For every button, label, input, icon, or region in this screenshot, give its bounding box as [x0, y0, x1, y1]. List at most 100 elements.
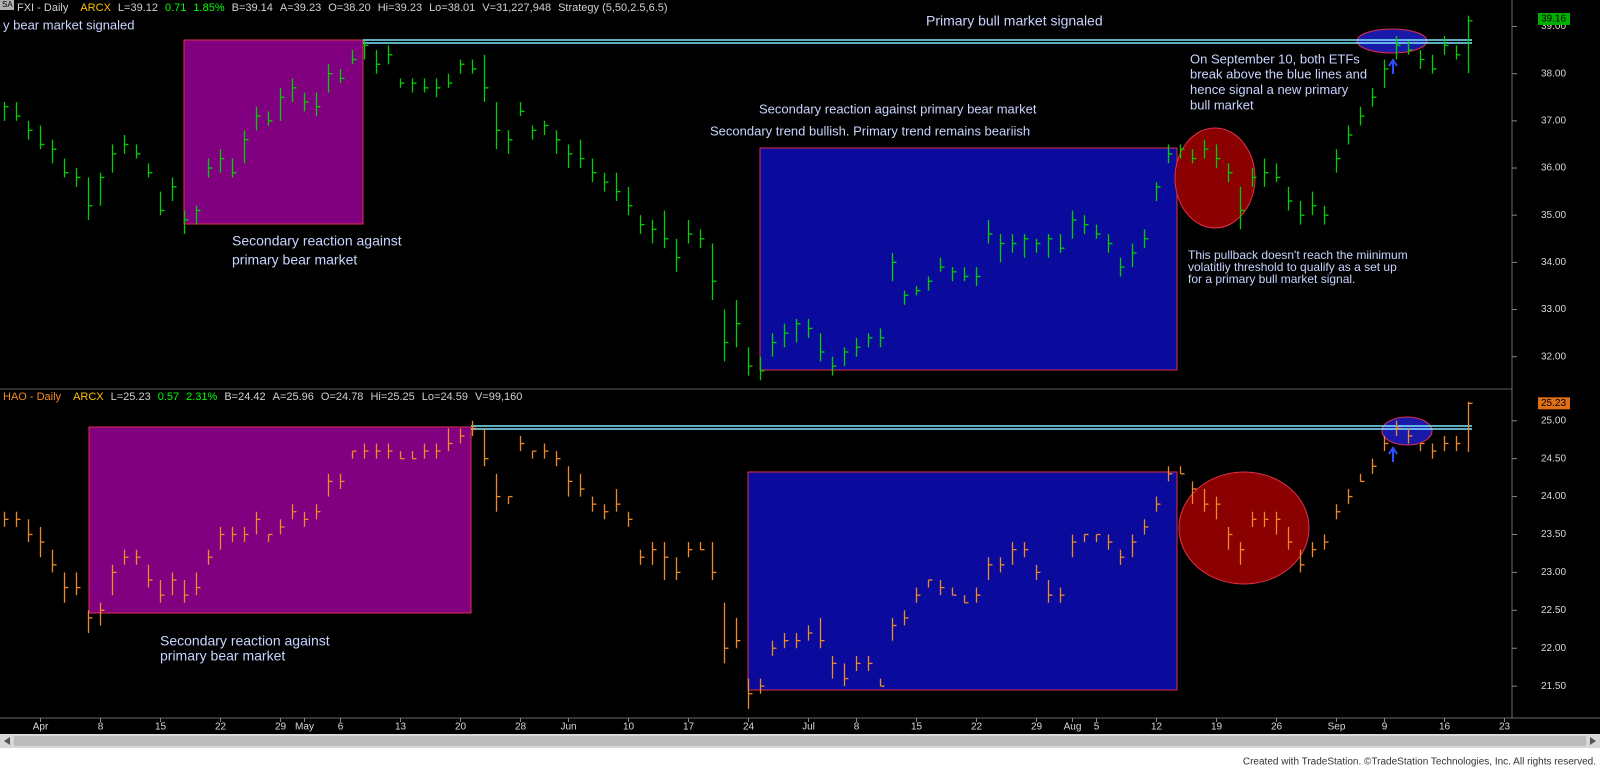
header-item: A=39.23	[280, 2, 321, 14]
annotation: break above the blue lines and	[1190, 67, 1367, 82]
annotation: Secondary reaction against	[160, 633, 330, 649]
scrollbar-thumb[interactable]	[14, 736, 1586, 746]
x-tick-label: May	[295, 722, 314, 733]
toolbar-box[interactable]	[0, 0, 14, 10]
annotation: primary bear market	[160, 648, 285, 664]
y-tick-label: 33.00	[1541, 304, 1566, 315]
x-tick-label: 16	[1439, 722, 1451, 733]
header-item: A=25.96	[273, 391, 314, 403]
header-item: ARCX	[73, 391, 104, 403]
annotation: Secondary reaction against	[232, 233, 402, 249]
x-tick-label: Jul	[802, 722, 815, 733]
x-tick-label: 17	[683, 722, 695, 733]
header-item: L=25.23	[111, 391, 151, 403]
header-item: Hi=39.23	[378, 2, 422, 14]
x-tick-label: Jun	[560, 722, 576, 733]
scroll-right[interactable]	[1590, 737, 1596, 745]
x-tick-label: 24	[743, 722, 755, 733]
annotation: hence signal a new primary	[1190, 82, 1349, 97]
x-tick-label: Sep	[1328, 722, 1346, 733]
header-item: Strategy (5,50,2.5,6.5)	[558, 2, 667, 14]
header-item: ARCX	[80, 2, 111, 14]
x-tick-label: 26	[1271, 722, 1283, 733]
header-item: B=39.14	[232, 2, 273, 14]
annotation: for a primary bull market signal.	[1188, 272, 1355, 286]
header-item: Lo=38.01	[429, 2, 475, 14]
annotation: Secondary reaction against primary bear …	[759, 101, 1037, 116]
y-tick-label: 32.00	[1541, 351, 1566, 362]
header-item: 1.85%	[193, 2, 224, 14]
x-tick-label: 5	[1094, 722, 1100, 733]
highlight-ellipse	[1381, 416, 1433, 446]
y-tick-label: 24.00	[1541, 491, 1566, 502]
x-tick-label: 6	[338, 722, 344, 733]
header-item: L=39.12	[118, 2, 158, 14]
x-tick-label: 22	[971, 722, 983, 733]
x-tick-label: Aug	[1064, 722, 1082, 733]
drawings	[88, 28, 1472, 691]
footer-band	[0, 748, 1600, 777]
arrow	[1388, 446, 1398, 462]
y-tick-label: 22.50	[1541, 605, 1566, 616]
header-item: 2.31%	[186, 391, 217, 403]
last-price-tag	[1538, 12, 1570, 25]
y-tick-label: 38.00	[1541, 68, 1566, 79]
header-item: O=24.78	[321, 391, 364, 403]
header-item: 0.57	[158, 391, 179, 403]
x-tick-label: 15	[911, 722, 923, 733]
highlight-ellipse	[1174, 127, 1256, 229]
last-price-tag	[1538, 397, 1570, 410]
x-tick-label: 9	[1382, 722, 1388, 733]
scroll-left[interactable]	[4, 737, 10, 745]
annotation: This pullback doesn't reach the miinimum	[1188, 248, 1408, 262]
header-item: O=38.20	[328, 2, 371, 14]
header-item: V=99,160	[475, 391, 522, 403]
header-item: B=24.42	[224, 391, 265, 403]
x-tick-label: 13	[395, 722, 407, 733]
y-tick-label: 35.00	[1541, 210, 1566, 221]
y-tick-label: 23.00	[1541, 567, 1566, 578]
highlight-ellipse	[1178, 471, 1310, 585]
footer: Created with TradeStation. ©TradeStation…	[1243, 757, 1596, 768]
header-item: Lo=24.59	[422, 391, 468, 403]
annotation: Primary bull market signaled	[926, 13, 1103, 29]
last-price-label: 39.16	[1541, 14, 1566, 25]
x-tick-label: 28	[515, 722, 527, 733]
x-tick-label: 15	[155, 722, 167, 733]
x-tick-label: 8	[98, 722, 104, 733]
header-item: Hi=25.25	[370, 391, 414, 403]
x-tick-label: 29	[1031, 722, 1043, 733]
annotation: y bear market signaled	[3, 17, 135, 32]
x-tick-label: 20	[455, 722, 467, 733]
header-item: FXI - Daily	[17, 2, 69, 14]
highlight-box	[183, 39, 364, 225]
highlight-box	[759, 147, 1178, 371]
annotation: bull market	[1190, 97, 1254, 112]
x-tick-label: 19	[1211, 722, 1223, 733]
annotation: On September 10, both ETFs	[1190, 51, 1360, 66]
annotation: primary bear market	[232, 252, 357, 268]
price-bars	[3, 15, 1473, 709]
y-tick-label: 37.00	[1541, 115, 1566, 126]
annotation: volatitliy threshold to qualify as a set…	[1188, 260, 1397, 274]
last-price-label: 25.23	[1541, 398, 1566, 409]
x-tick-label: 22	[215, 722, 227, 733]
highlight-box	[747, 471, 1178, 691]
header-item: 0.71	[165, 2, 186, 14]
x-tick-label: 8	[854, 722, 860, 733]
highlight-ellipse	[1356, 28, 1428, 54]
header-item: V=31,227,948	[482, 2, 551, 14]
x-tick-label: 12	[1151, 722, 1163, 733]
labels: 32.00 33.00 34.00 35.00 36.00 37.00 38.00 39.00…	[3, 2, 1570, 733]
header-item: HAO - Daily	[3, 391, 62, 403]
x-tick-label: Apr	[33, 722, 49, 733]
x-tick-label: 10	[623, 722, 635, 733]
toolbar-label[interactable]: SA	[2, 0, 13, 9]
y-tick-label: 22.00	[1541, 643, 1566, 654]
y-tick-label: 39.00	[1541, 21, 1566, 32]
arrow	[1388, 58, 1398, 74]
y-tick-label: 25.00	[1541, 415, 1566, 426]
y-tick-label: 23.50	[1541, 529, 1566, 540]
x-tick-label: 29	[275, 722, 287, 733]
